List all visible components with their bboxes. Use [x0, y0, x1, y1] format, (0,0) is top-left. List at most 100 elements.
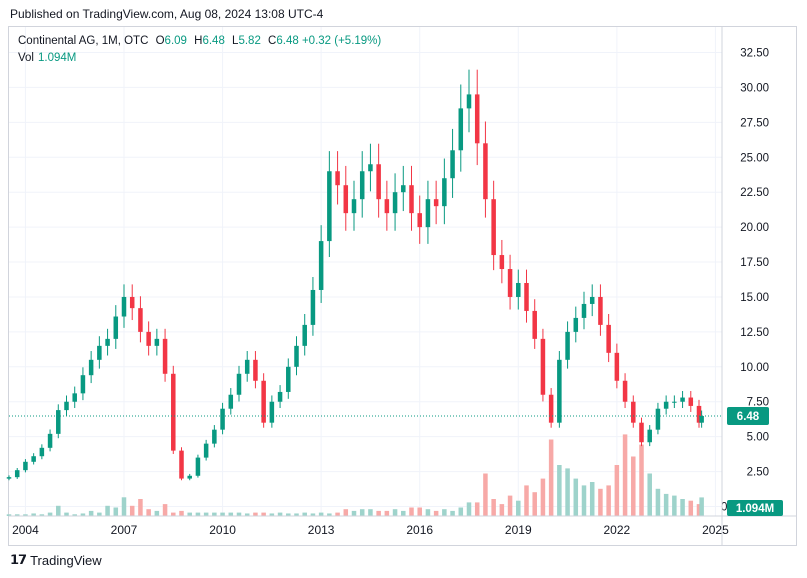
- candle-body: [269, 401, 275, 423]
- candle-body: [376, 164, 381, 200]
- volume-bar: [236, 512, 242, 516]
- volume-bar: [212, 512, 217, 516]
- candle-body: [524, 282, 529, 311]
- candle-body: [392, 192, 398, 214]
- volume-bar: [376, 510, 381, 516]
- volume-bar: [327, 513, 332, 516]
- candle-body: [557, 359, 562, 423]
- candle-body: [23, 461, 28, 471]
- volume-bar: [138, 499, 143, 516]
- low-key: L: [232, 35, 239, 47]
- candle-body: [64, 401, 69, 411]
- volume-bar: [195, 512, 201, 516]
- candle-body: [499, 255, 505, 270]
- volume-bar: [491, 499, 496, 516]
- y-tick-label: 10.00: [740, 362, 769, 374]
- candle-body: [187, 475, 192, 479]
- x-tick-label: 2013: [308, 523, 335, 537]
- volume-bar: [23, 514, 28, 516]
- high-key: H: [194, 35, 203, 47]
- volume-bar: [442, 509, 447, 516]
- volume-bar: [688, 500, 694, 516]
- candle-body: [228, 394, 234, 409]
- open-key: O: [155, 35, 165, 47]
- volume-bar: [31, 513, 36, 516]
- candle-body: [220, 408, 225, 430]
- candle-body: [368, 164, 373, 172]
- candle-body: [384, 199, 390, 214]
- volume-bar: [573, 478, 579, 516]
- volume-bar: [6, 514, 12, 516]
- volume-bar: [269, 513, 275, 516]
- volume-bar: [244, 513, 250, 516]
- symbol-label: Continental AG, 1M, OTC: [18, 35, 149, 47]
- volume-bar: [318, 512, 324, 516]
- volume-bar: [179, 510, 184, 516]
- volume-bar: [359, 509, 365, 516]
- candle-body: [425, 199, 431, 228]
- candle-body: [631, 401, 636, 423]
- candle-body: [483, 143, 488, 200]
- x-tick-label: 2022: [604, 523, 631, 537]
- volume-bar: [64, 512, 69, 516]
- volume-bar: [581, 485, 587, 516]
- volume-bar: [171, 512, 176, 516]
- x-tick-label: 2007: [111, 523, 138, 537]
- candle-body: [417, 213, 422, 228]
- candle-body: [474, 94, 480, 144]
- volume-bar: [565, 468, 570, 516]
- candle-body: [212, 429, 217, 444]
- candle-body: [310, 289, 316, 325]
- price-candles: [6, 69, 704, 481]
- volume-bar: [507, 495, 513, 516]
- volume-bar: [647, 473, 652, 516]
- candle-body: [327, 171, 332, 242]
- candle-body: [138, 308, 143, 332]
- candle-body: [179, 450, 184, 479]
- volume-bar: [294, 513, 299, 516]
- y-tick-label: 32.50: [740, 48, 769, 60]
- volume-bar: [401, 510, 406, 516]
- candle-body: [56, 410, 61, 434]
- volume-bar: [343, 509, 349, 516]
- volume-bar: [310, 513, 316, 516]
- candle-body: [540, 338, 546, 395]
- volume-bar: [589, 482, 595, 516]
- y-tick-label: 12.50: [740, 327, 769, 339]
- volume-key: Vol: [18, 52, 34, 64]
- candle-body: [655, 408, 661, 430]
- y-tick-label: 17.50: [740, 257, 769, 269]
- chart-frame[interactable]: [8, 26, 797, 546]
- volume-bar: [56, 505, 61, 516]
- candle-body: [351, 199, 357, 214]
- candle-body: [359, 171, 365, 200]
- candle-body: [253, 359, 258, 381]
- candle-body: [466, 94, 472, 109]
- volume-bar: [474, 502, 480, 516]
- candle-body: [39, 447, 45, 457]
- volume-bar: [261, 512, 266, 516]
- candle-body: [606, 324, 611, 353]
- candle-body: [491, 199, 496, 256]
- candle-body: [450, 150, 455, 179]
- volume-bar: [39, 514, 45, 516]
- candle-body: [318, 241, 324, 290]
- volume-bar: [88, 510, 94, 516]
- candle-body: [622, 380, 628, 402]
- volume-bar: [392, 509, 398, 516]
- close-value: 6.48: [276, 35, 299, 47]
- y-tick-label: 30.00: [740, 82, 769, 94]
- volume-bar: [47, 512, 53, 516]
- volume-bar: [368, 509, 373, 516]
- candle-body: [261, 380, 266, 423]
- candle-body: [699, 415, 704, 423]
- volume-bar: [433, 510, 439, 516]
- volume-bar: [417, 507, 422, 516]
- x-tick-label: 2025: [702, 523, 729, 537]
- volume-bar: [253, 512, 258, 516]
- candle-body: [302, 324, 307, 346]
- volume-bar: [187, 512, 192, 516]
- volume-bar: [458, 507, 464, 516]
- volume-legend: Vol 1.094M: [18, 52, 76, 64]
